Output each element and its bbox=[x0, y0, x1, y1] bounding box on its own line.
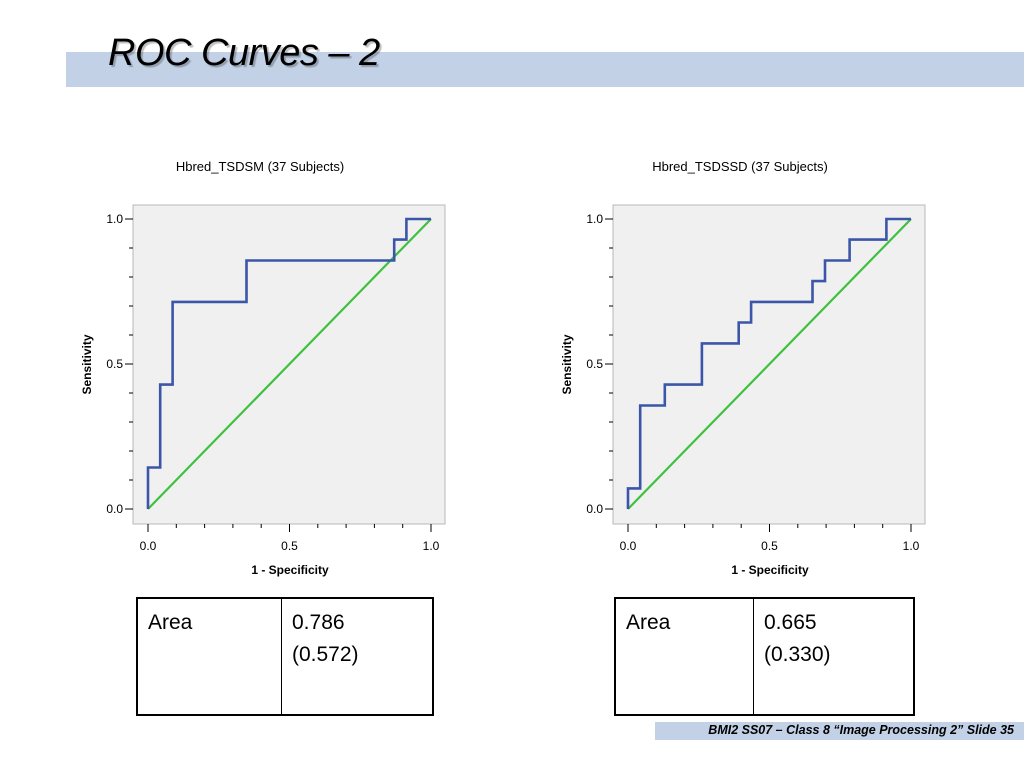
x-tick-label: 0.0 bbox=[140, 539, 157, 553]
area-value-cell: 0.665 (0.330) bbox=[753, 597, 915, 716]
chart-title: Hbred_TSDSM (37 Subjects) bbox=[176, 159, 344, 174]
slide-footer: BMI2 SS07 – Class 8 “Image Processing 2”… bbox=[708, 723, 1014, 737]
x-tick-label: 0.5 bbox=[281, 539, 298, 553]
y-tick-label: 0.0 bbox=[106, 502, 123, 516]
roc-curve-series bbox=[626, 217, 911, 509]
roc-chart-right: Hbred_TSDSSD (37 Subjects) 0.0 0.5 1.0 0.0 0.… bbox=[550, 150, 950, 590]
reference-diagonal-series bbox=[627, 218, 912, 510]
area-value: 0.786 bbox=[292, 611, 345, 634]
y-tick-label: 0.5 bbox=[106, 357, 123, 371]
y-tick-label: 0.5 bbox=[586, 357, 603, 371]
footer-band: BMI2 SS07 – Class 8 “Image Processing 2”… bbox=[655, 722, 1024, 740]
x-tick-label: 0.0 bbox=[620, 539, 637, 553]
roc-chart-svg: Hbred_TSDSM (37 Subjects) 0.0 0.5 1.0 0.0 0.5… bbox=[80, 159, 446, 577]
area-value-cell: 0.786 (0.572) bbox=[281, 597, 434, 716]
roc-chart-left: Hbred_TSDSM (37 Subjects) 0.0 0.5 1.0 0.0 0.5… bbox=[70, 150, 470, 590]
y-axis-label: Sensitivity bbox=[80, 334, 94, 394]
roc-curve-series bbox=[146, 217, 431, 509]
area-label: Area bbox=[614, 597, 754, 716]
x-axis-label: 1 - Specificity bbox=[251, 563, 329, 577]
reference-diagonal-series bbox=[147, 218, 432, 510]
x-tick-label: 0.5 bbox=[761, 539, 778, 553]
area-table-left: Area 0.786 (0.572) bbox=[136, 597, 434, 716]
x-axis-label: 1 - Specificity bbox=[731, 563, 809, 577]
roc-chart-svg: Hbred_TSDSSD (37 Subjects) 0.0 0.5 1.0 0.0 0.… bbox=[560, 159, 926, 577]
area-value: 0.665 bbox=[764, 611, 817, 634]
area-label: Area bbox=[136, 597, 282, 716]
y-tick-label: 0.0 bbox=[586, 502, 603, 516]
y-axis-label: Sensitivity bbox=[560, 334, 574, 394]
chart-title: Hbred_TSDSSD (37 Subjects) bbox=[652, 159, 828, 174]
title-band bbox=[66, 52, 1024, 87]
y-tick-label: 1.0 bbox=[106, 212, 123, 226]
x-tick-label: 1.0 bbox=[423, 539, 440, 553]
y-tick-label: 1.0 bbox=[586, 212, 603, 226]
area-table-right: Area 0.665 (0.330) bbox=[614, 597, 915, 716]
area-note: (0.330) bbox=[764, 643, 831, 666]
area-note: (0.572) bbox=[292, 643, 359, 666]
x-tick-label: 1.0 bbox=[903, 539, 920, 553]
slide-title: ROC Curves – 2 bbox=[108, 32, 380, 74]
